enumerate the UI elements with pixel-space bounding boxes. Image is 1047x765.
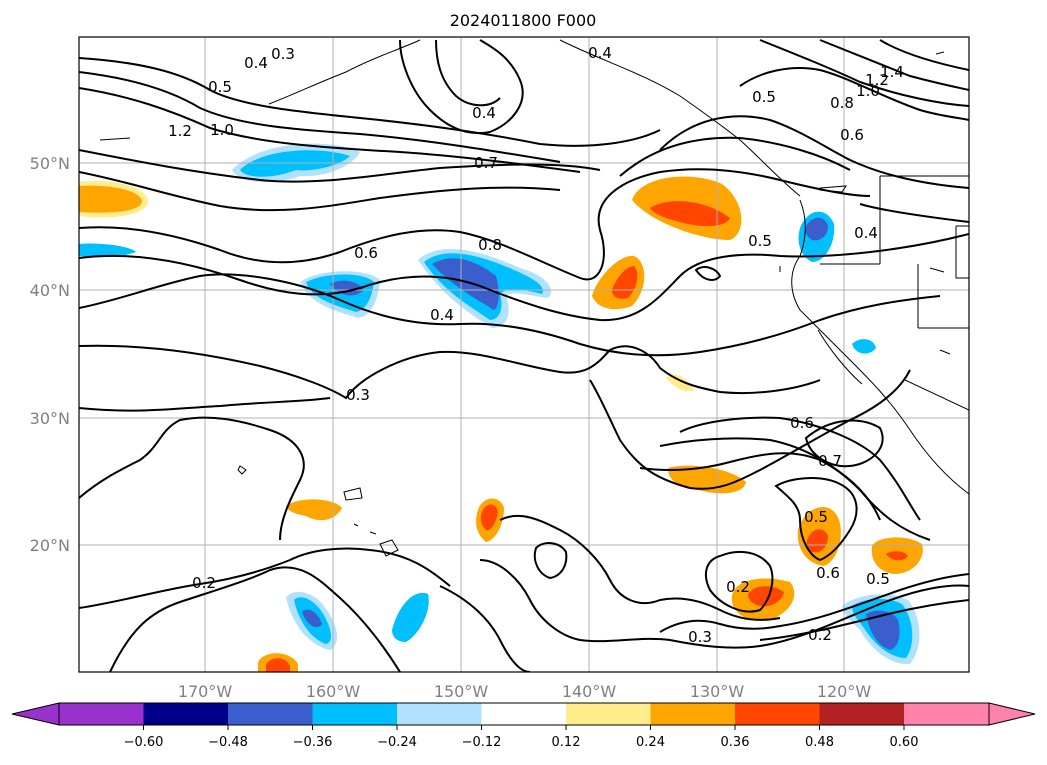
anomaly-neg-14N-a3 xyxy=(302,609,322,628)
colorbar-segment xyxy=(312,703,397,725)
anomaly-neg-45N-core xyxy=(805,217,828,241)
contour-label: 0.3 xyxy=(346,386,370,404)
contour-label: 0.2 xyxy=(726,578,750,596)
colorbar-tick-label: 0.60 xyxy=(890,735,919,750)
contour-label: 0.5 xyxy=(752,88,776,106)
map-area: 0.3 0.4 0.5 1.2 1.0 0.7 0.6 0.8 0.4 0.3 … xyxy=(78,36,970,673)
anomaly-neg-43N xyxy=(79,243,136,258)
lon-label: 130°W xyxy=(690,682,745,701)
colorbar-tick-label: 0.36 xyxy=(721,735,750,750)
contour-label: 0.8 xyxy=(830,94,854,112)
anomaly-pos-33N xyxy=(666,374,694,392)
colorbar-segment xyxy=(819,703,904,725)
colorbar: −0.60 −0.48 −0.36 −0.24 −0.12 0.12 0.24 … xyxy=(11,702,1036,750)
contour-label: 0.4 xyxy=(854,224,878,242)
colorbar-labels: −0.60 −0.48 −0.36 −0.24 −0.12 0.12 0.24 … xyxy=(124,735,919,750)
map-frame xyxy=(78,36,970,673)
lat-label: 30°N xyxy=(30,409,70,428)
contour-label: 0.3 xyxy=(271,45,295,63)
colorbar-tick-label: 0.12 xyxy=(552,735,581,750)
anomaly-neg-40N-b3 xyxy=(432,258,499,310)
lon-label: 150°W xyxy=(434,682,489,701)
colorbar-frame xyxy=(58,702,990,726)
lon-label: 170°W xyxy=(178,682,233,701)
anomaly-pos-48N-core xyxy=(79,185,142,213)
contour-label: 1.4 xyxy=(880,63,904,81)
colorbar-segment xyxy=(397,703,482,725)
anomaly-neg-36N xyxy=(852,339,876,354)
anomaly-pos-46N-core xyxy=(650,201,730,227)
colorbar-tick-label: 0.24 xyxy=(636,735,665,750)
lat-label: 40°N xyxy=(30,281,70,300)
colorbar-segment xyxy=(650,703,735,725)
colorbar-segment xyxy=(481,703,566,725)
colorbar-tick-label: −0.60 xyxy=(124,735,164,750)
anomaly-pos-16N-core xyxy=(748,586,784,607)
colorbar-segment xyxy=(735,703,820,725)
anomaly-pos-19N-core xyxy=(886,551,908,561)
contour-label: 0.7 xyxy=(474,154,498,172)
contour-labels: 0.3 0.4 0.5 1.2 1.0 0.7 0.6 0.8 0.4 0.3 … xyxy=(168,44,904,646)
contour-label: 1.0 xyxy=(856,82,880,100)
contour-label: 0.6 xyxy=(816,564,840,582)
contour-label: 0.8 xyxy=(478,236,502,254)
colorbar-segment xyxy=(904,703,989,725)
colorbar-extend-low xyxy=(11,702,60,726)
contour-label: 0.4 xyxy=(244,54,268,72)
anomaly-pos-41N-core xyxy=(612,266,638,299)
colorbar-tick-label: −0.12 xyxy=(462,735,502,750)
contour-lines xyxy=(79,39,969,672)
anomaly-pos-11N-core xyxy=(266,658,290,672)
contour-label: 0.5 xyxy=(748,232,772,250)
contour-label: 0.4 xyxy=(472,104,496,122)
latitude-labels: 50°N 40°N 30°N 20°N xyxy=(30,154,70,555)
colorbar-segment xyxy=(59,703,144,725)
anomaly-pos-20N-a2 xyxy=(806,529,828,553)
contour-label: 1.2 xyxy=(865,71,889,89)
anomaly-neg-50N-core xyxy=(240,150,350,177)
anomaly-pos-22N-a xyxy=(286,499,342,521)
colorbar-extend-high xyxy=(988,702,1036,726)
colorbar-tick-label: −0.36 xyxy=(293,735,333,750)
colorbar-ticks xyxy=(143,725,905,730)
contour-label: 0.6 xyxy=(790,414,814,432)
contour-label: 0.2 xyxy=(192,574,216,592)
anomaly-neg-14N-b xyxy=(392,592,429,642)
colorbar-segment xyxy=(143,703,228,725)
colorbar-segment xyxy=(566,703,651,725)
colorbar-tick-label: −0.48 xyxy=(208,735,248,750)
anomaly-neg-13N-c xyxy=(866,610,900,650)
contour-label: 0.6 xyxy=(354,244,378,262)
longitude-labels: 170°W 160°W 150°W 140°W 130°W 120°W xyxy=(178,682,872,701)
lat-label: 50°N xyxy=(30,154,70,173)
contour-label: 0.4 xyxy=(430,306,454,324)
lon-label: 120°W xyxy=(817,682,872,701)
lon-label: 140°W xyxy=(562,682,617,701)
colorbar-segment xyxy=(228,703,313,725)
contour-label: 0.5 xyxy=(804,508,828,526)
contour-label: 0.4 xyxy=(588,44,612,62)
map-title: 2024011800 F000 xyxy=(450,11,597,30)
lat-label: 20°N xyxy=(30,536,70,555)
lon-label: 160°W xyxy=(306,682,361,701)
contour-label: 0.6 xyxy=(840,126,864,144)
contour-label: 0.7 xyxy=(818,452,842,470)
contour-label: 0.3 xyxy=(688,628,712,646)
colorbar-tick-label: −0.24 xyxy=(377,735,417,750)
colorbar-segments xyxy=(59,703,989,725)
contour-label: 0.5 xyxy=(866,570,890,588)
contour-label: 1.0 xyxy=(210,121,234,139)
anomaly-pos-22N-b2 xyxy=(480,504,498,531)
contour-label: 0.5 xyxy=(208,78,232,96)
colorbar-tick-label: 0.48 xyxy=(805,735,834,750)
contour-label: 1.2 xyxy=(168,122,192,140)
contour-label: 0.2 xyxy=(808,626,832,644)
